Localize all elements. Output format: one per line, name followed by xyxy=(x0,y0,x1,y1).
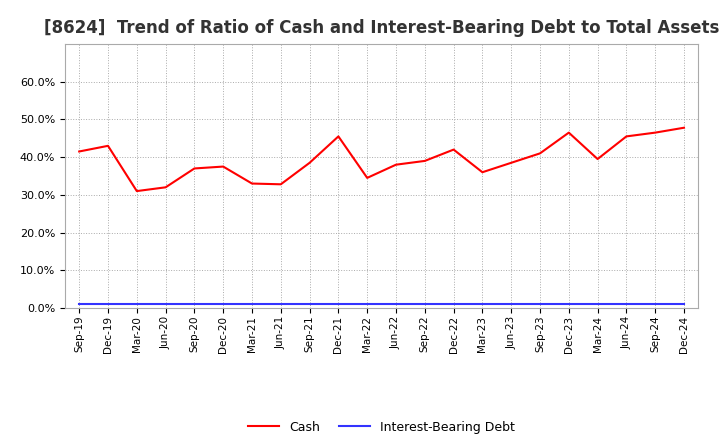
Interest-Bearing Debt xyxy=(420,301,429,307)
Cash xyxy=(478,169,487,175)
Cash xyxy=(305,160,314,165)
Interest-Bearing Debt xyxy=(190,301,199,307)
Interest-Bearing Debt xyxy=(305,301,314,307)
Cash xyxy=(392,162,400,167)
Interest-Bearing Debt xyxy=(593,301,602,307)
Interest-Bearing Debt xyxy=(219,301,228,307)
Interest-Bearing Debt xyxy=(564,301,573,307)
Cash xyxy=(680,125,688,130)
Cash xyxy=(420,158,429,164)
Interest-Bearing Debt xyxy=(536,301,544,307)
Cash xyxy=(363,175,372,180)
Cash xyxy=(104,143,112,148)
Cash xyxy=(564,130,573,135)
Cash xyxy=(622,134,631,139)
Interest-Bearing Debt xyxy=(132,301,141,307)
Interest-Bearing Debt xyxy=(75,301,84,307)
Cash xyxy=(449,147,458,152)
Interest-Bearing Debt xyxy=(680,301,688,307)
Line: Cash: Cash xyxy=(79,128,684,191)
Interest-Bearing Debt xyxy=(104,301,112,307)
Cash xyxy=(161,185,170,190)
Cash xyxy=(651,130,660,135)
Interest-Bearing Debt xyxy=(449,301,458,307)
Interest-Bearing Debt xyxy=(651,301,660,307)
Cash xyxy=(593,156,602,161)
Interest-Bearing Debt xyxy=(622,301,631,307)
Legend: Cash, Interest-Bearing Debt: Cash, Interest-Bearing Debt xyxy=(243,416,520,439)
Cash xyxy=(190,166,199,171)
Interest-Bearing Debt xyxy=(478,301,487,307)
Cash xyxy=(248,181,256,186)
Interest-Bearing Debt xyxy=(248,301,256,307)
Interest-Bearing Debt xyxy=(334,301,343,307)
Cash xyxy=(75,149,84,154)
Cash xyxy=(276,182,285,187)
Interest-Bearing Debt xyxy=(363,301,372,307)
Interest-Bearing Debt xyxy=(276,301,285,307)
Cash xyxy=(132,188,141,194)
Cash xyxy=(334,134,343,139)
Interest-Bearing Debt xyxy=(392,301,400,307)
Title: [8624]  Trend of Ratio of Cash and Interest-Bearing Debt to Total Assets: [8624] Trend of Ratio of Cash and Intere… xyxy=(44,19,719,37)
Cash xyxy=(507,160,516,165)
Interest-Bearing Debt xyxy=(507,301,516,307)
Cash xyxy=(536,151,544,156)
Interest-Bearing Debt xyxy=(161,301,170,307)
Cash xyxy=(219,164,228,169)
